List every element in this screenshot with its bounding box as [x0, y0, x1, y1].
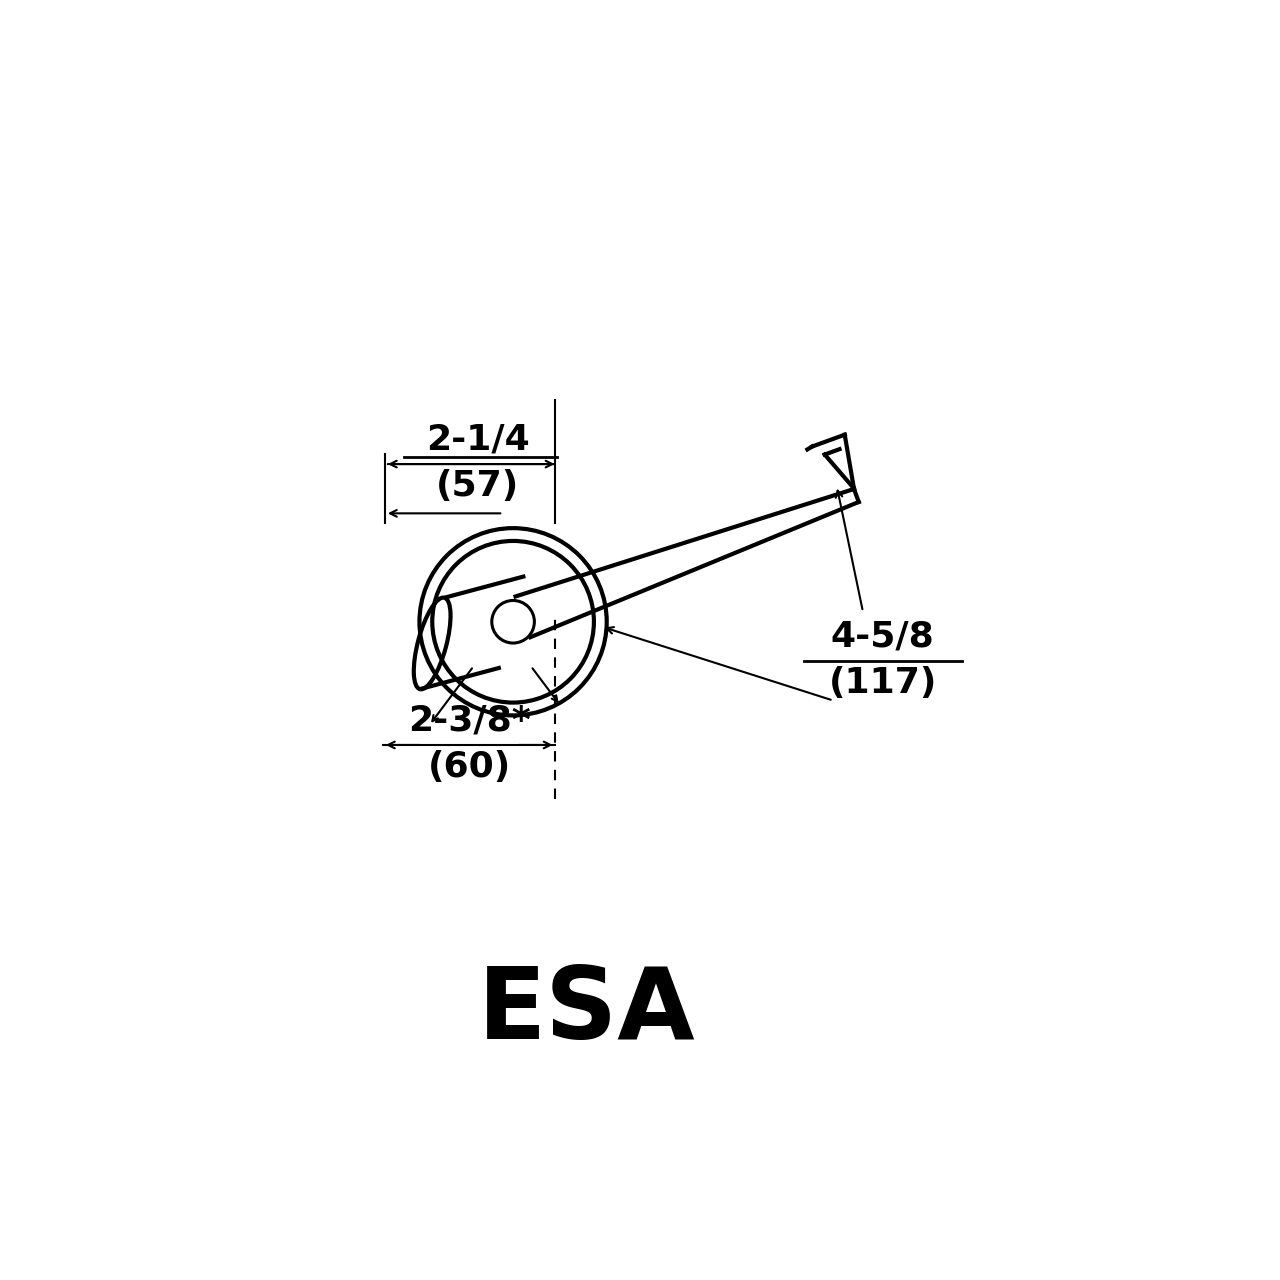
Text: (60): (60): [428, 750, 511, 783]
Text: (57): (57): [436, 468, 520, 503]
Text: (117): (117): [828, 666, 937, 700]
Text: 2-1/4: 2-1/4: [426, 422, 530, 456]
Text: 2-3/8*: 2-3/8*: [408, 703, 531, 737]
Text: 4-5/8: 4-5/8: [831, 620, 934, 653]
Text: ESA: ESA: [479, 963, 696, 1060]
